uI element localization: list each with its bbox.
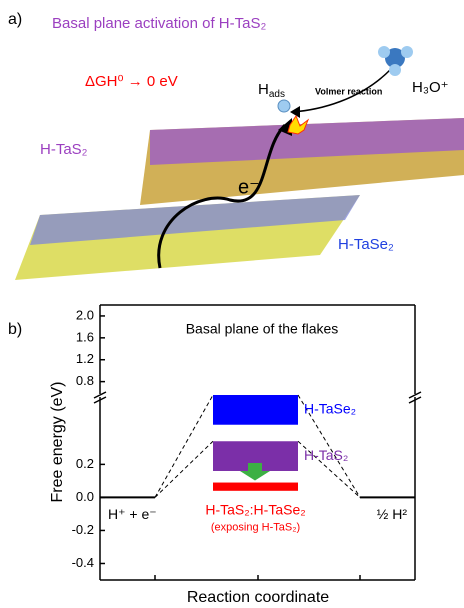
condition: ΔGH⁰ → 0 eV: [85, 73, 178, 90]
state-box: [213, 395, 298, 425]
state-label: H-TaS₂: [304, 447, 348, 463]
adsorbate-sub: ads: [269, 89, 285, 100]
h-atom: [401, 46, 413, 58]
annotation: Basal plane of the flakes: [186, 321, 339, 337]
y-tick-label: 1.6: [76, 329, 94, 344]
connector: [155, 441, 213, 497]
electron: e⁻: [238, 176, 260, 198]
h-atom: [278, 100, 290, 112]
x-axis-title: Reaction coordinate: [187, 589, 329, 606]
state-label: H-TaS₂:H-TaSe₂: [205, 502, 305, 518]
page: a) Basal plane activation of H-TaS₂ ΔGH⁰…: [0, 0, 464, 608]
level-label: ½ H²: [377, 506, 408, 522]
y-tick-label: 0.0: [76, 489, 94, 504]
figure: a) Basal plane activation of H-TaS₂ ΔGH⁰…: [0, 0, 464, 608]
y-tick-label: -0.2: [72, 522, 94, 537]
title: Basal plane activation of H-TaS₂: [52, 15, 266, 32]
state-box: [213, 483, 298, 491]
y-tick-label: 0.2: [76, 456, 94, 471]
h-atom: [378, 46, 390, 58]
level-label: H⁺ + e⁻: [108, 506, 157, 522]
adsorbate-main: H: [258, 81, 269, 98]
y-tick-label: 1.2: [76, 351, 94, 366]
panel-label: b): [8, 321, 22, 338]
y-axis-title: Free energy (eV): [49, 382, 66, 503]
y-tick-label: 2.0: [76, 307, 94, 322]
state-note: (exposing H-TaS₂): [211, 522, 300, 534]
y-tick-label: -0.4: [72, 555, 94, 570]
reaction-label: Volmer reaction: [315, 86, 382, 96]
top-layer-label: H-TaS₂: [40, 141, 88, 158]
adsorbate: Hads: [258, 81, 285, 100]
panel-label: a): [8, 11, 22, 28]
h-atom: [389, 64, 401, 76]
arrow-head: [290, 106, 300, 118]
y-tick-label: 0.8: [76, 373, 94, 388]
bottom-layer-label: H-TaSe₂: [338, 236, 394, 253]
connector: [155, 395, 213, 497]
illustration: a) Basal plane activation of H-TaS₂ ΔGH⁰…: [8, 11, 464, 280]
proton: H₃O⁺: [412, 79, 449, 96]
state-label: H-TaSe₂: [304, 401, 356, 417]
